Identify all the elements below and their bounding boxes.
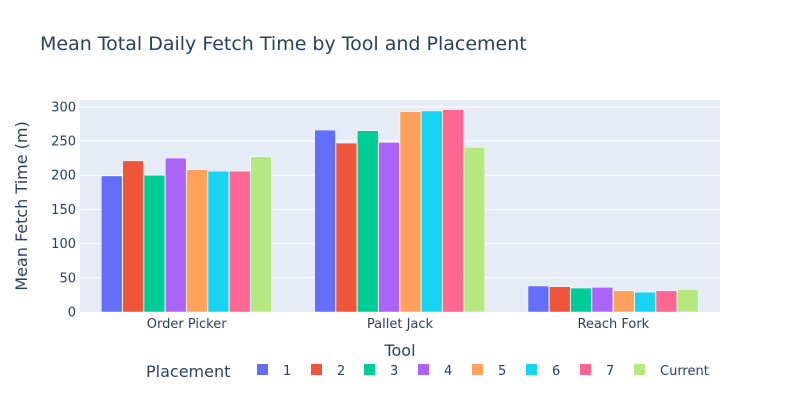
bar-pallet-jack-series-6 — [421, 110, 443, 313]
legend-label: 7 — [606, 364, 614, 379]
bar-reach-fork-series-current — [677, 289, 699, 313]
bar-reach-fork-series-7 — [655, 290, 678, 313]
bar-pallet-jack-series-current — [463, 146, 486, 313]
bar-order-picker-series-1 — [101, 175, 123, 313]
bar-order-picker-series-5 — [186, 169, 208, 313]
legend-swatch — [257, 364, 268, 375]
y-tick-label: 100 — [51, 237, 76, 252]
bar-reach-fork-series-1 — [527, 285, 550, 313]
legend-item-5[interactable]: 5 — [472, 364, 506, 379]
x-axis-ticks: Order Picker Pallet Jack Reach Fork — [147, 317, 650, 332]
legend-swatch — [634, 364, 645, 375]
bar-pallet-jack-series-2 — [335, 142, 358, 313]
bar-pallet-jack-series-1 — [314, 129, 336, 313]
bar-order-picker-series-7 — [229, 170, 251, 313]
legend-label: 4 — [444, 364, 452, 379]
x-tick-label: Order Picker — [147, 317, 227, 332]
legend-swatch — [418, 364, 429, 375]
legend-swatch — [364, 364, 375, 375]
legend-label: 2 — [337, 364, 345, 379]
legend-item-7[interactable]: 7 — [580, 364, 614, 379]
bar-order-picker-series-2 — [122, 160, 144, 313]
legend-item-3[interactable]: 3 — [364, 364, 398, 379]
legend-item-2[interactable]: 2 — [311, 364, 345, 379]
bar-pallet-jack-series-5 — [399, 111, 422, 313]
bar-reach-fork-series-4 — [591, 287, 614, 313]
legend-swatch — [580, 364, 591, 375]
bar-order-picker-series-3 — [143, 174, 166, 313]
bar-order-picker-series-4 — [165, 157, 187, 313]
legend-label: 3 — [390, 364, 398, 379]
x-tick-label: Pallet Jack — [367, 317, 434, 332]
y-tick-label: 50 — [59, 271, 76, 286]
legend-swatch — [311, 364, 322, 375]
legend-item-4[interactable]: 4 — [418, 364, 452, 379]
y-tick-label: 200 — [51, 169, 76, 184]
legend-item-1[interactable]: 1 — [257, 364, 291, 379]
legend-label: 6 — [552, 364, 560, 379]
legend-swatch — [472, 364, 483, 375]
bars — [101, 109, 699, 313]
y-tick-label: 0 — [68, 306, 76, 321]
x-axis-title: Tool — [383, 341, 415, 360]
legend: Placement 1 2 3 4 5 6 7 Current — [146, 362, 709, 381]
legend-swatch — [526, 364, 537, 375]
chart-title: Mean Total Daily Fetch Time by Tool and … — [40, 33, 527, 55]
y-axis-ticks: 0 50 100 150 200 250 300 — [51, 100, 76, 320]
bar-pallet-jack-series-3 — [357, 130, 379, 313]
y-tick-label: 300 — [51, 100, 76, 115]
legend-item-6[interactable]: 6 — [526, 364, 560, 379]
y-tick-label: 250 — [51, 135, 76, 150]
bar-reach-fork-series-6 — [634, 291, 656, 313]
bar-reach-fork-series-5 — [613, 290, 635, 313]
bar-reach-fork-series-2 — [549, 286, 571, 313]
bar-pallet-jack-series-7 — [442, 109, 464, 313]
bar-order-picker-series-6 — [207, 170, 230, 313]
x-tick-label: Reach Fork — [577, 317, 649, 332]
y-axis-title: Mean Fetch Time (m) — [12, 121, 31, 290]
legend-label: 5 — [498, 364, 506, 379]
legend-label: Current — [660, 364, 709, 379]
y-tick-label: 150 — [51, 203, 76, 218]
bar-pallet-jack-series-4 — [378, 142, 400, 313]
legend-title: Placement — [146, 362, 230, 381]
legend-item-current[interactable]: Current — [634, 364, 709, 379]
bar-order-picker-series-current — [250, 156, 272, 313]
legend-label: 1 — [283, 364, 291, 379]
bar-reach-fork-series-3 — [570, 287, 592, 313]
